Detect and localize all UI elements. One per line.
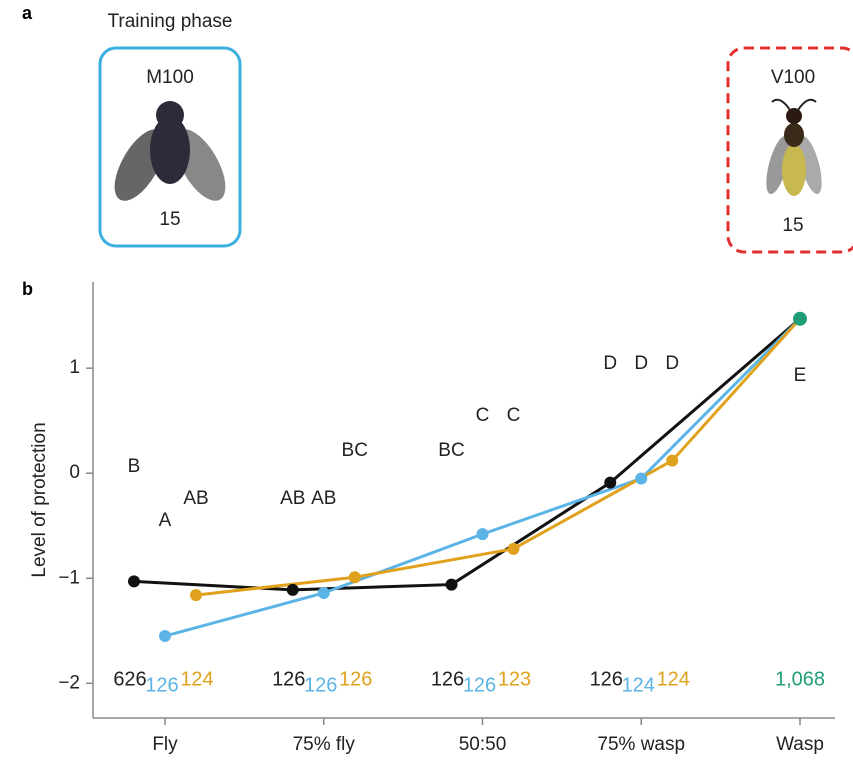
point — [128, 575, 140, 588]
sample-count: 123 — [498, 668, 531, 690]
sample-count: 126 — [463, 674, 496, 696]
point — [159, 630, 171, 643]
point — [666, 454, 679, 467]
point — [286, 583, 299, 596]
series-line — [133, 317, 801, 592]
point — [445, 578, 458, 591]
y-tick-label: 1 — [69, 357, 80, 378]
significance-letter: AB — [311, 488, 336, 509]
panel-label: a — [22, 3, 33, 23]
y-tick-label: −1 — [58, 567, 80, 588]
significance-letter: D — [603, 353, 617, 374]
sample-count: 1,068 — [775, 668, 825, 690]
x-tick-label: 50:50 — [459, 734, 507, 755]
model-count: 15 — [159, 209, 180, 230]
sample-count: 124 — [657, 668, 690, 690]
sample-count: 126 — [304, 674, 337, 696]
significance-letter: A — [159, 510, 172, 531]
significance-letter: C — [507, 405, 521, 426]
fly-icon — [114, 101, 226, 201]
significance-letter: C — [476, 405, 490, 426]
significance-letter: D — [634, 353, 648, 374]
sample-count: 126 — [590, 668, 623, 690]
panel-label: b — [22, 279, 33, 299]
point — [604, 476, 617, 489]
sample-count: 126 — [272, 668, 305, 690]
model-name: V100 — [771, 67, 815, 88]
significance-letter: BC — [438, 440, 464, 461]
significance-letter: E — [794, 365, 807, 386]
x-tick-label: 75% wasp — [597, 734, 685, 755]
x-tick-label: 75% fly — [293, 734, 356, 755]
y-tick-label: −2 — [58, 672, 80, 693]
y-axis-label: Level of protection — [29, 422, 50, 577]
point — [793, 311, 807, 326]
sample-count: 126 — [145, 674, 178, 696]
model-box — [98, 46, 242, 248]
sample-count: 626 — [113, 668, 146, 690]
training-label: Training phase — [108, 11, 233, 32]
point — [635, 472, 648, 485]
wasp-icon — [766, 98, 822, 196]
model-name: M100 — [146, 67, 194, 88]
point — [476, 528, 489, 541]
x-tick-label: Wasp — [776, 734, 824, 755]
point — [317, 586, 330, 599]
significance-letter: B — [128, 456, 141, 477]
significance-letter: AB — [280, 488, 305, 509]
sample-count: 126 — [431, 668, 464, 690]
model-box — [726, 46, 853, 254]
significance-letter: AB — [183, 488, 208, 509]
sample-count: 126 — [339, 668, 372, 690]
model-count: 15 — [782, 215, 803, 236]
sample-count: 124 — [622, 674, 655, 696]
significance-letter: BC — [342, 440, 368, 461]
significance-letter: D — [665, 353, 679, 374]
x-tick-label: Fly — [152, 734, 178, 755]
sample-count: 124 — [180, 668, 213, 690]
y-tick-label: 0 — [69, 462, 80, 483]
point — [190, 589, 202, 602]
point — [507, 542, 520, 555]
point — [348, 571, 361, 584]
